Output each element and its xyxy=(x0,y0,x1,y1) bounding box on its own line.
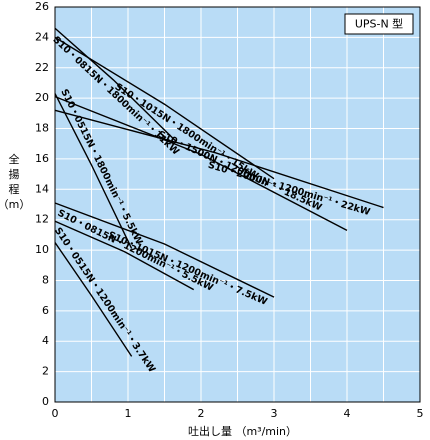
curve xyxy=(54,202,275,298)
y-tick-label: 26 xyxy=(35,0,49,13)
x-tick-label: 2 xyxy=(198,407,205,420)
curve xyxy=(54,27,176,142)
y-tick-label: 16 xyxy=(35,152,49,165)
y-tick-label: 12 xyxy=(35,213,49,226)
y-tick-label: 14 xyxy=(35,182,49,195)
y-tick-label: 6 xyxy=(42,304,49,317)
curve xyxy=(54,36,275,180)
x-tick-label: 1 xyxy=(125,407,132,420)
y-axis-label: 全揚程 （m） xyxy=(0,152,30,211)
x-axis-label: 吐出し量 （m³/min） xyxy=(188,424,297,438)
y-axis-label-part: 程 xyxy=(9,183,20,196)
y-axis-label-part: 全 xyxy=(9,152,20,166)
y-tick-label: 18 xyxy=(35,122,49,135)
x-tick-label: 0 xyxy=(52,407,59,420)
x-tick-label: 5 xyxy=(417,407,424,420)
curve xyxy=(54,93,133,249)
x-tick-label: 4 xyxy=(344,407,351,420)
y-tick-label: 4 xyxy=(42,334,49,347)
y-tick-label: 0 xyxy=(42,395,49,408)
curve xyxy=(54,95,348,231)
y-tick-label: 22 xyxy=(35,61,49,74)
badge: UPS-N 型 xyxy=(355,17,403,31)
y-axis-label-part: 揚 xyxy=(9,168,20,181)
y-tick-label: 2 xyxy=(42,365,49,378)
y-tick-label: 20 xyxy=(35,91,49,104)
x-tick-label: 3 xyxy=(271,407,278,420)
badge-box xyxy=(344,13,414,35)
curve xyxy=(54,220,195,291)
y-tick-label: 8 xyxy=(42,273,49,286)
plot-frame xyxy=(54,6,421,403)
curve xyxy=(54,242,133,357)
y-tick-label: 24 xyxy=(35,30,49,43)
curve xyxy=(54,109,384,209)
y-tick-label: 10 xyxy=(35,243,49,256)
y-axis-label-part: （m） xyxy=(0,198,30,211)
